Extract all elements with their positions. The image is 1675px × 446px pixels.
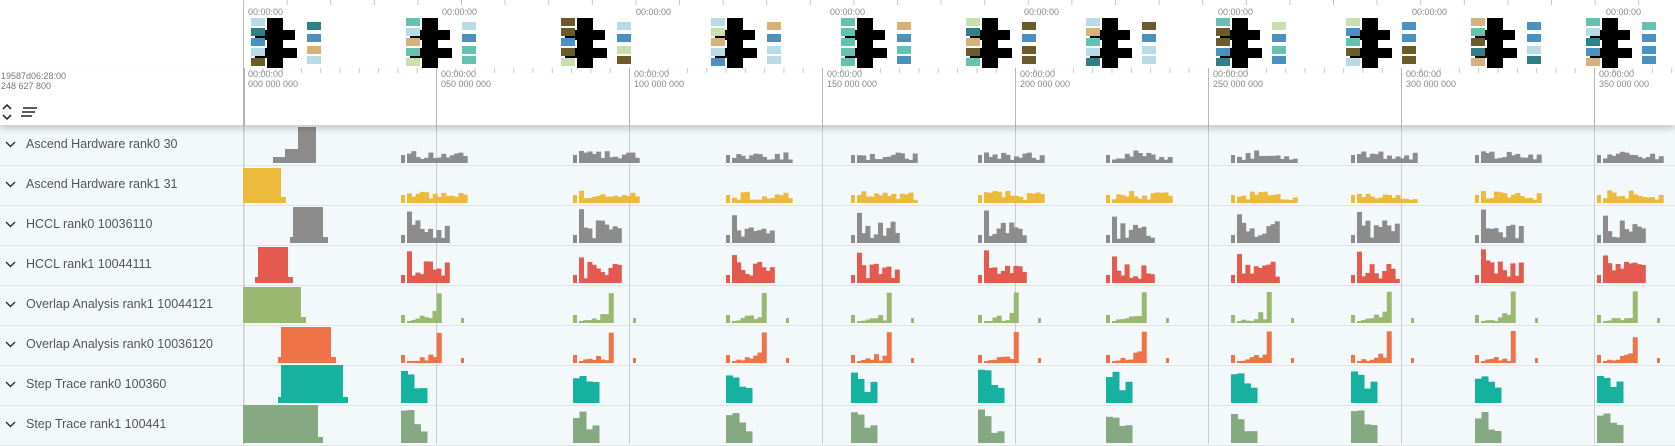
overview-tick-label: 00:00:00 <box>1024 7 1059 17</box>
track-histograms[interactable] <box>243 125 1675 444</box>
ruler-tick-value: 050 000 000 <box>441 79 491 89</box>
track-histogram <box>243 287 1660 323</box>
track-label[interactable]: Overlap Analysis rank1 10044121 <box>0 285 244 325</box>
track-list: Ascend Hardware rank0 30 Ascend Hardware … <box>0 125 1675 446</box>
chevron-down-icon[interactable] <box>4 378 17 391</box>
track-histogram <box>273 127 1664 163</box>
track-title: HCCL rank0 10036110 <box>26 217 153 231</box>
ruler-tick-time: 00:00:00 <box>1406 69 1441 79</box>
track-histogram <box>278 365 1624 403</box>
chevron-down-icon[interactable] <box>4 138 17 151</box>
ruler-tick-time: 00:00:00 <box>1020 69 1055 79</box>
header-info-panel: 19587d06:28:00 248 627 800 <box>0 68 245 125</box>
ruler-tick-value: 250 000 000 <box>1213 79 1263 89</box>
track-title: Overlap Analysis rank1 10044121 <box>26 297 213 311</box>
ruler-tick-value: 150 000 000 <box>827 79 877 89</box>
track-label[interactable]: Ascend Hardware rank0 30 <box>0 125 244 165</box>
track-histogram <box>243 405 1624 443</box>
ruler-tick-value: 100 000 000 <box>634 79 684 89</box>
overview-block <box>1346 18 1416 68</box>
track-label[interactable]: HCCL rank0 10036110 <box>0 205 244 245</box>
chevron-down-icon[interactable] <box>4 298 17 311</box>
overview-tick-label: 00:00:00 <box>1218 7 1253 17</box>
ruler-tick-time: 00:00:00 <box>441 69 476 79</box>
overview-block <box>1586 18 1656 68</box>
overview-block <box>1216 18 1286 68</box>
overview-block <box>406 18 476 68</box>
chevron-down-icon[interactable] <box>4 418 17 431</box>
overview-block <box>561 18 631 68</box>
overview-tick-label: 00:00:00 <box>830 7 865 17</box>
lines-menu-icon[interactable] <box>20 104 38 120</box>
overview-block <box>841 18 911 68</box>
overview-block <box>1471 18 1541 68</box>
track-title: Step Trace rank0 100360 <box>26 377 167 391</box>
overview-block <box>711 18 781 68</box>
overview-block <box>966 18 1036 68</box>
track-histogram <box>255 247 1646 283</box>
ruler-tick-time: 00:00:00 <box>248 69 283 79</box>
track-histogram <box>243 168 1664 203</box>
ruler-tick-value: 300 000 000 <box>1406 79 1456 89</box>
chevron-down-icon[interactable] <box>4 218 17 231</box>
overview-minimap[interactable]: 00:00:00 00:00:00 00:00:00 00:00:00 00:00:00… <box>243 0 1675 68</box>
track-title: Overlap Analysis rank0 10036120 <box>26 337 213 351</box>
track-label[interactable]: Step Trace rank1 100441 <box>0 405 244 445</box>
overview-block <box>1086 18 1156 68</box>
ruler-tick-value: 350 000 000 <box>1599 79 1649 89</box>
overview-tick-label: 00:00:00 <box>248 7 283 17</box>
timestamp-line-1: 19587d06:28:00 <box>1 71 67 81</box>
ruler-tick-time: 00:00:00 <box>1213 69 1248 79</box>
chevron-down-icon[interactable] <box>4 178 17 191</box>
chevron-down-icon[interactable] <box>4 338 17 351</box>
track-label[interactable]: Ascend Hardware rank1 31 <box>0 165 244 205</box>
ruler-tick-time: 00:00:00 <box>827 69 862 79</box>
track-title: HCCL rank1 10044111 <box>26 257 152 271</box>
ruler-tick-time: 00:00:00 <box>1599 69 1634 79</box>
track-title: Ascend Hardware rank0 30 <box>26 137 178 151</box>
overview-tick-label: 00:00:00 <box>442 7 477 17</box>
track-histogram <box>290 207 1646 243</box>
chevron-down-icon[interactable] <box>4 258 17 271</box>
track-label[interactable]: Overlap Analysis rank0 10036120 <box>0 325 244 365</box>
timestamp-line-2: 248 627 800 <box>1 81 52 91</box>
track-title: Ascend Hardware rank1 31 <box>26 177 178 191</box>
overview-left-spacer <box>0 0 244 68</box>
track-label[interactable]: Step Trace rank0 100360 <box>0 365 244 405</box>
expand-collapse-all-icon[interactable] <box>0 101 14 123</box>
overview-tick-label: 00:00:00 <box>1606 7 1641 17</box>
track-label[interactable]: HCCL rank1 10044111 <box>0 245 244 285</box>
timeline-overview[interactable]: 00:00:00 00:00:00 00:00:00 00:00:00 00:00:00… <box>0 0 1675 69</box>
overview-tick-label: 00:00:00 <box>636 7 671 17</box>
timeline-header: 19587d06:28:00 248 627 800 00:00:00 000 0… <box>0 68 1675 125</box>
track-title: Step Trace rank1 100441 <box>26 417 167 431</box>
overview-block <box>251 18 321 68</box>
ruler-tick-value: 000 000 000 <box>248 79 298 89</box>
overview-tick-label: 00:00:00 <box>1412 7 1447 17</box>
ruler-tick-time: 00:00:00 <box>634 69 669 79</box>
ruler-tick-value: 200 000 000 <box>1020 79 1070 89</box>
track-histogram <box>278 327 1660 363</box>
